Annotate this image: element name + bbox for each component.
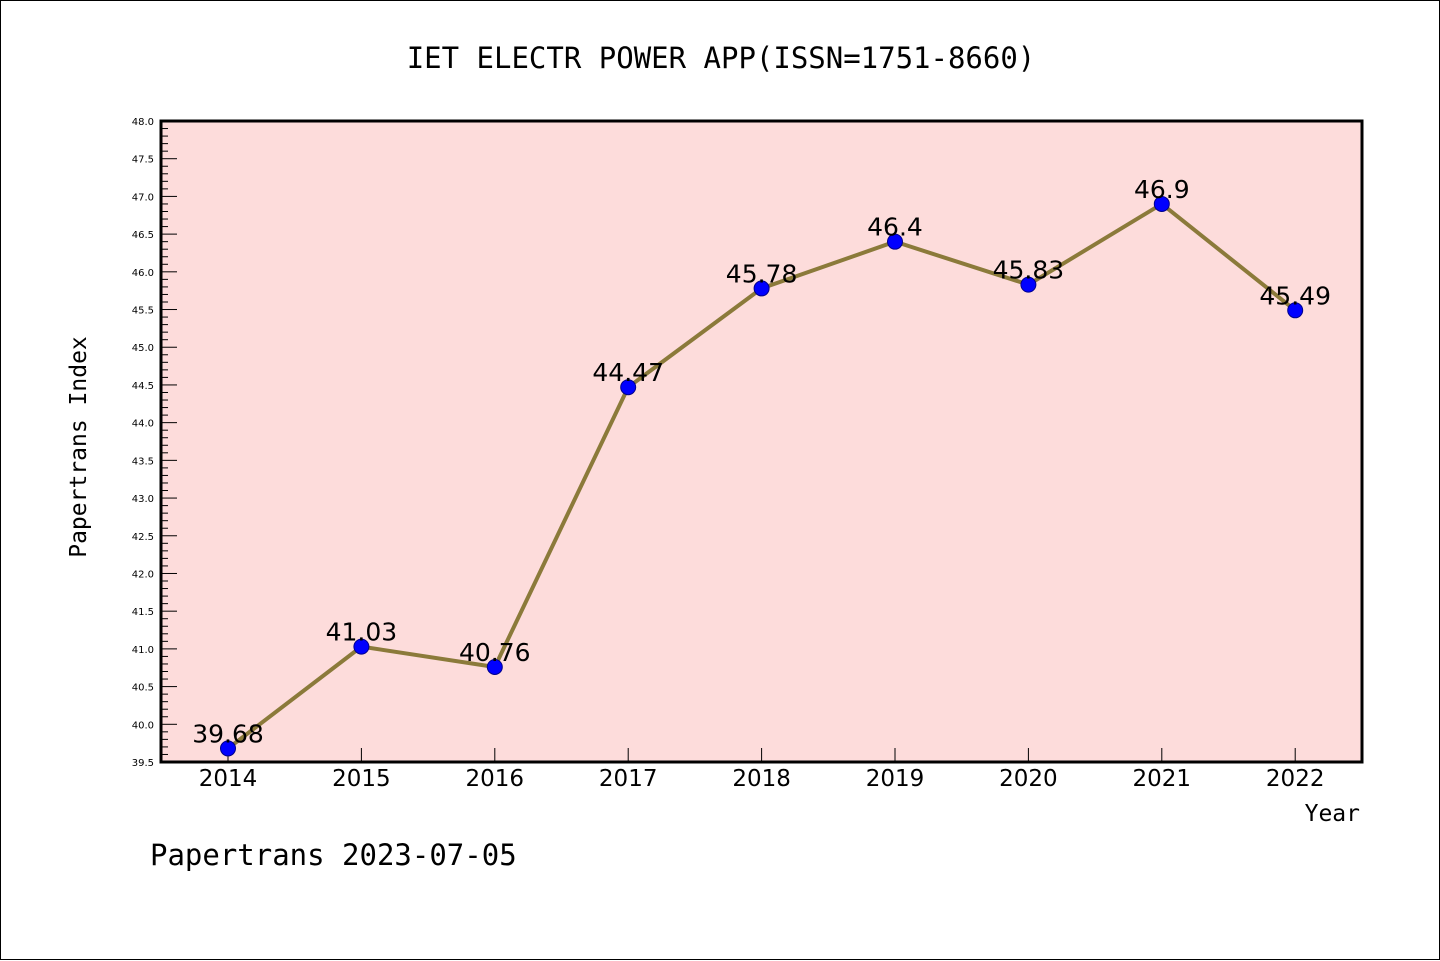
plot-area <box>161 121 1362 762</box>
x-axis-label: Year <box>1305 801 1360 827</box>
data-point-marker <box>1153 195 1170 212</box>
x-tick-label: 2014 <box>199 766 258 792</box>
y-tick-label: 48.0 <box>132 117 154 128</box>
data-label: 45.83 <box>993 256 1065 285</box>
data-point-marker <box>1287 302 1304 319</box>
y-tick-label: 47.5 <box>132 155 154 166</box>
data-label: 39.68 <box>192 719 264 748</box>
footer-source-date: Papertrans 2023-07-05 <box>150 838 517 872</box>
data-point-marker <box>1020 276 1037 293</box>
y-tick-label: 47.0 <box>132 192 154 203</box>
y-tick-label: 40.5 <box>132 683 154 694</box>
x-tick-label: 2021 <box>1133 766 1192 792</box>
x-tick-label: 2020 <box>999 766 1058 792</box>
y-tick-label: 41.5 <box>132 607 154 618</box>
y-tick-label: 45.0 <box>132 343 154 354</box>
data-label: 45.78 <box>726 259 798 288</box>
y-tick-label: 41.0 <box>132 645 154 656</box>
data-label: 46.9 <box>1134 175 1190 204</box>
data-labels: 39.68 41.03 40.76 44.47 45.78 46.4 45.83 46.9 45… <box>192 175 1331 748</box>
series-papertrans-index <box>220 195 1304 757</box>
y-tick-label: 46.0 <box>132 268 154 279</box>
data-label: 44.47 <box>592 358 664 387</box>
y-tick-label: 42.0 <box>132 569 154 580</box>
x-tick-label: 2017 <box>599 766 658 792</box>
data-point-marker <box>220 740 236 757</box>
data-label: 45.49 <box>1259 281 1331 310</box>
x-tick-label: 2016 <box>466 766 525 792</box>
y-tick-label: 44.5 <box>132 381 154 392</box>
data-point-marker <box>486 658 503 675</box>
y-tick-label: 43.0 <box>132 494 154 505</box>
y-tick-label: 46.5 <box>132 230 154 241</box>
y-tick-label: 40.0 <box>132 720 154 731</box>
x-tick-label: 2015 <box>332 766 391 792</box>
data-point-marker <box>887 233 903 250</box>
x-axis: 2014 2015 2016 2017 2018 2019 2020 2021 2022 <box>199 748 1325 792</box>
x-tick-label: 2019 <box>866 766 925 792</box>
plot-border <box>159 119 1364 764</box>
data-label: 40.76 <box>459 638 531 667</box>
x-tick-label: 2022 <box>1266 766 1325 792</box>
data-point-marker <box>753 280 770 297</box>
chart-title: IET ELECTR POWER APP(ISSN=1751-8660) <box>407 41 1036 75</box>
y-tick-label: 42.5 <box>132 532 154 543</box>
data-label: 46.4 <box>867 213 923 242</box>
data-point-marker <box>353 638 370 655</box>
y-axis-label: Papertrans Index <box>66 336 92 558</box>
x-tick-label: 2018 <box>732 766 791 792</box>
y-tick-label: 43.5 <box>132 456 154 467</box>
y-tick-label: 44.0 <box>132 419 154 430</box>
y-tick-label: 45.5 <box>132 306 154 317</box>
data-point-marker <box>620 379 637 396</box>
y-tick-label: 39.5 <box>132 758 154 769</box>
data-label: 41.03 <box>326 618 398 647</box>
